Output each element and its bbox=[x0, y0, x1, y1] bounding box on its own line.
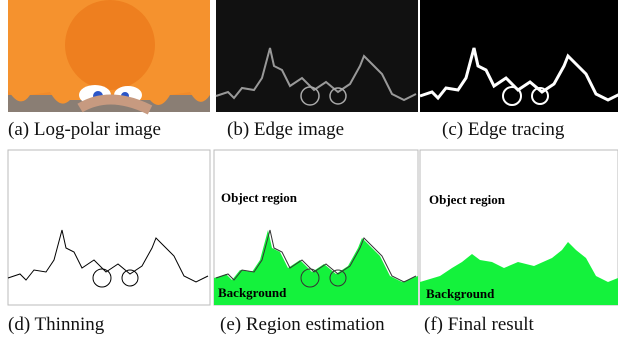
panel-e-image bbox=[214, 150, 418, 305]
panel-b-image bbox=[216, 0, 418, 112]
caption: (a) Log-polar image bbox=[8, 119, 161, 140]
region-label: Object region bbox=[429, 192, 506, 207]
panel-a-image bbox=[8, 0, 210, 112]
caption: (c) Edge tracing bbox=[442, 119, 565, 140]
panel-c-image bbox=[420, 0, 618, 112]
region-label: Background bbox=[426, 286, 495, 301]
region-label: Object region bbox=[221, 190, 298, 205]
caption: (f) Final result bbox=[424, 314, 534, 335]
figure: (a) Log-polar image (b) Edge image (c) E… bbox=[0, 0, 618, 338]
region-label: Background bbox=[218, 285, 287, 300]
caption: (d) Thinning bbox=[8, 314, 105, 335]
page: (a) Log-polar image (b) Edge image (c) E… bbox=[0, 0, 618, 338]
panel-f-image bbox=[420, 150, 618, 305]
panel-d-image bbox=[8, 150, 210, 305]
caption: (b) Edge image bbox=[227, 119, 344, 140]
caption: (e) Region estimation bbox=[220, 314, 385, 335]
